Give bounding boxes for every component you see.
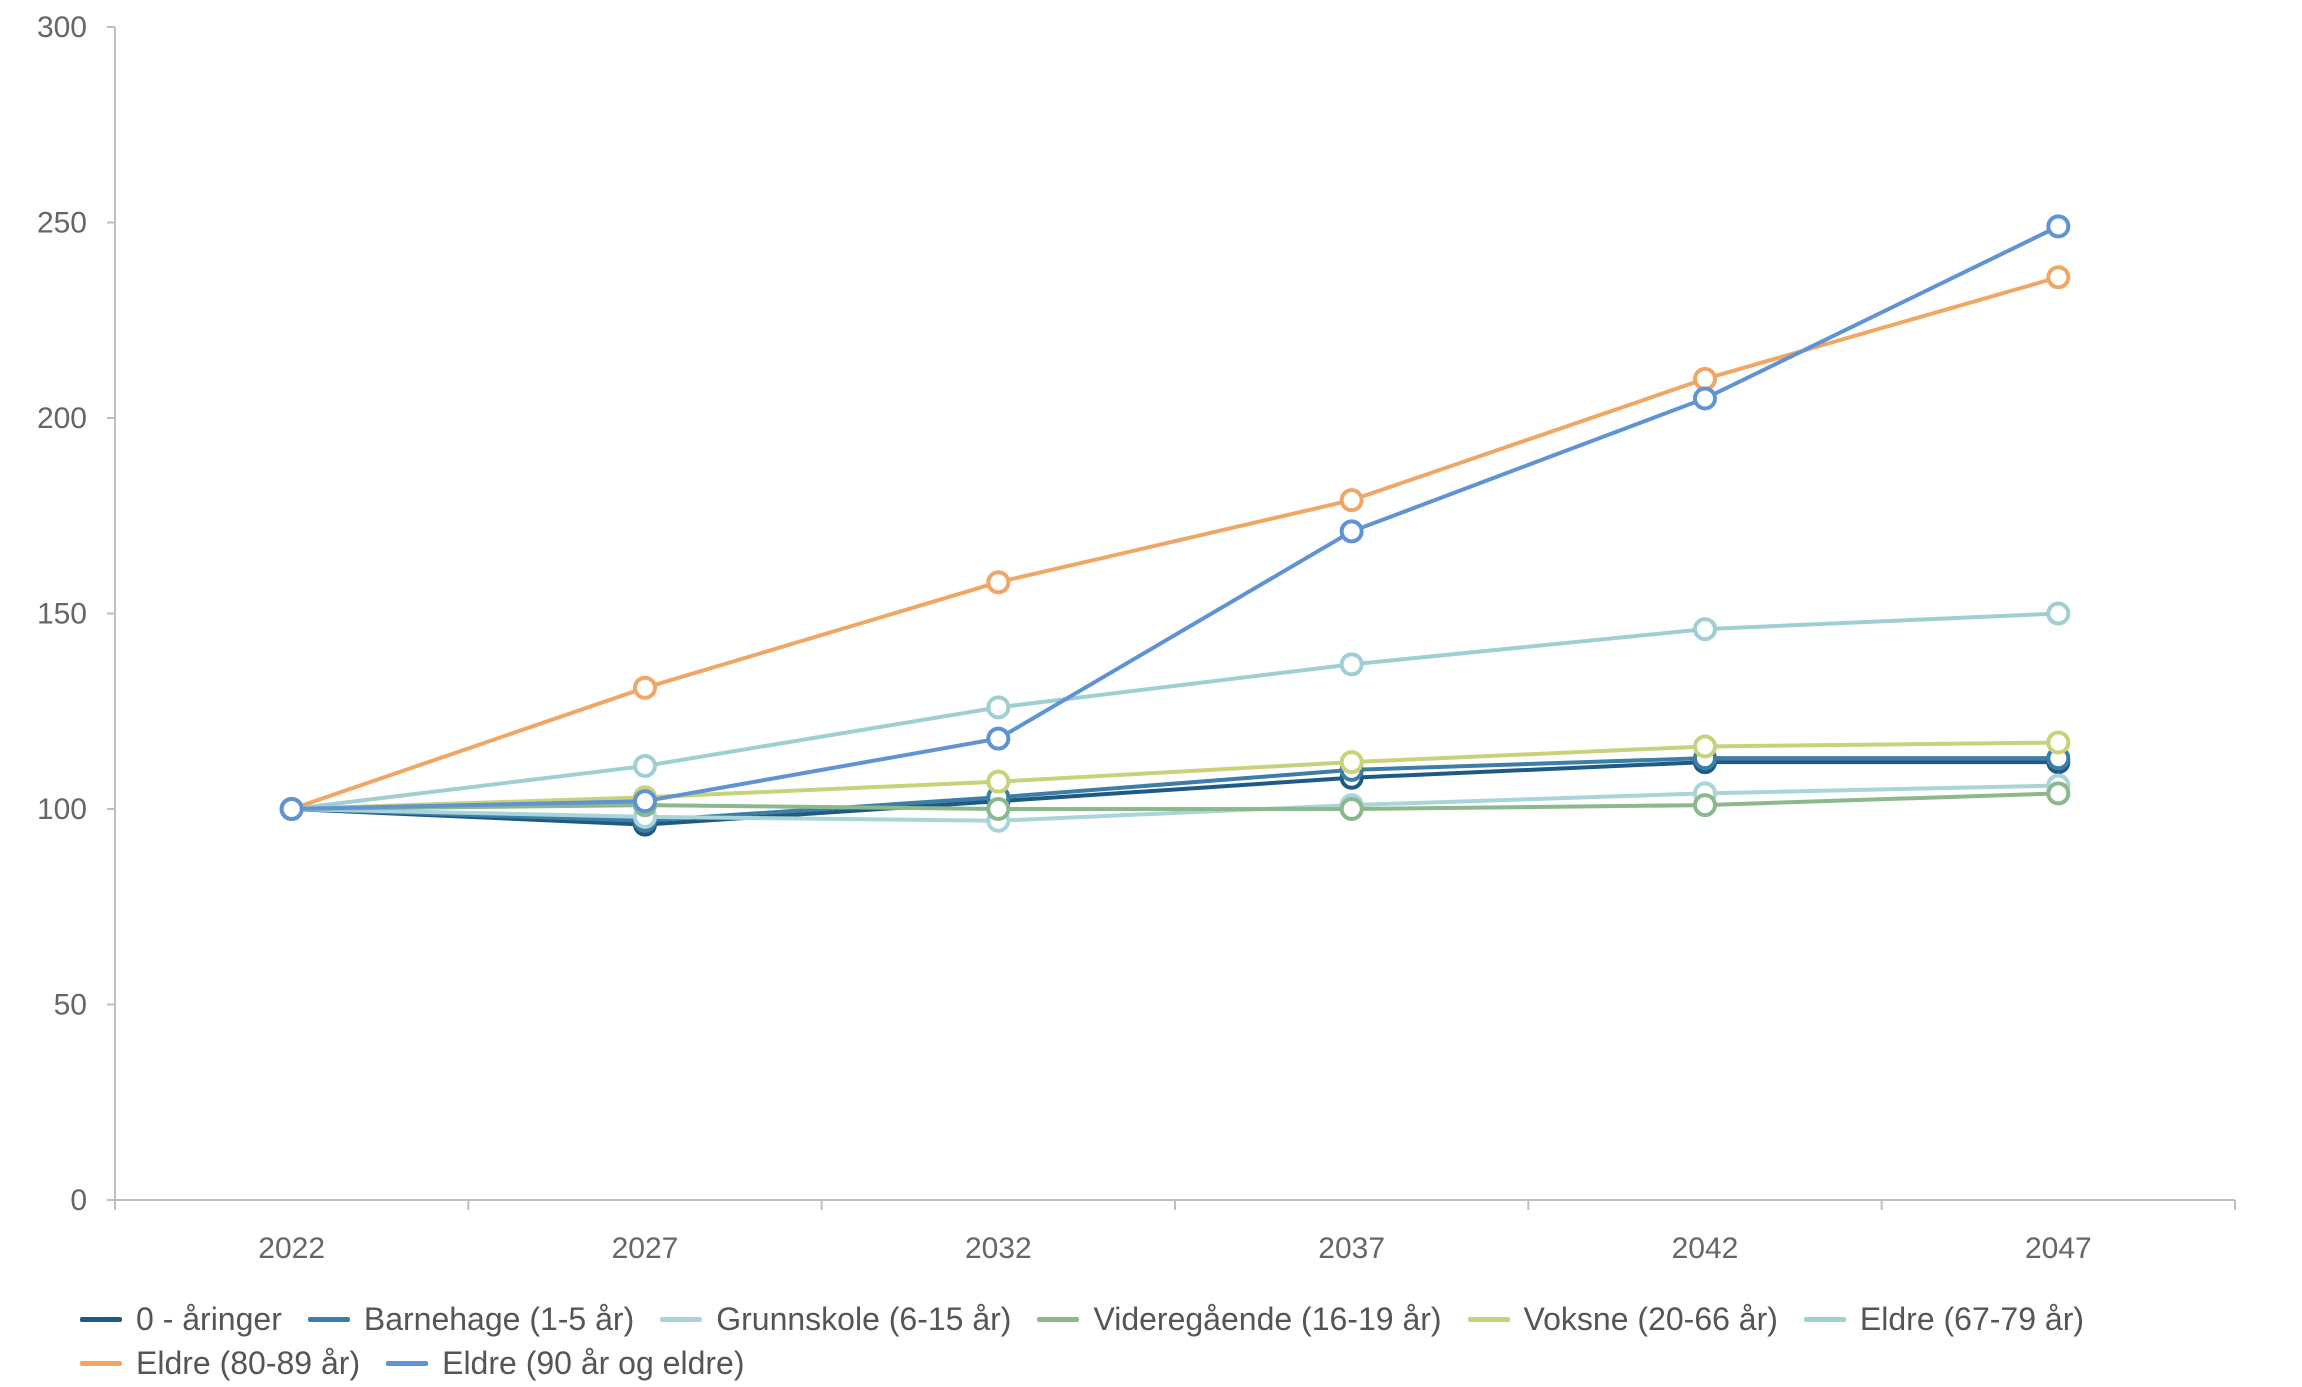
legend: 0 - åringer Barnehage (1-5 år) Grunnskole …: [80, 1300, 2280, 1382]
legend-swatch: [660, 1316, 703, 1322]
series-line: [291, 756, 2059, 823]
data-point: [986, 570, 1011, 595]
legend-swatch: [1037, 1316, 1080, 1322]
series-line: [291, 783, 2059, 823]
x-tick-label: 2042: [1672, 1232, 1739, 1265]
data-point: [1339, 519, 1364, 544]
data-point: [1693, 366, 1717, 391]
legend-item: Voksne (20-66 år): [1467, 1300, 1778, 1338]
series-line: [291, 791, 2059, 811]
data-point: [1339, 488, 1364, 513]
y-tick-label: 50: [54, 989, 87, 1022]
x-tick-label: 2047: [2025, 1232, 2092, 1265]
series-7: [279, 214, 2071, 821]
data-point: [1339, 750, 1364, 775]
data-point: [1693, 617, 1717, 642]
x-tick-label: 2032: [965, 1232, 1032, 1265]
legend-swatch: [80, 1360, 122, 1366]
line-chart: 0 50 100 150 200 250 300 2022 2027 2032 2037 2042 20…: [37, 11, 2236, 1265]
legend-label: Eldre (67-79 år): [1859, 1300, 2084, 1337]
series-layer: [279, 214, 2071, 837]
series-line: [291, 275, 2059, 811]
legend-label: Voksne (20-66 år): [1523, 1300, 1778, 1337]
series-line: [291, 740, 2059, 811]
data-point: [986, 695, 1011, 720]
legend-item: Videregående (16-19 år): [1037, 1300, 1442, 1338]
x-tick-label: 2027: [612, 1232, 679, 1265]
data-point: [633, 789, 657, 814]
legend-label: 0 - åringer: [136, 1300, 282, 1337]
legend-item: Eldre (90 år og eldre): [386, 1344, 744, 1382]
data-point: [1339, 652, 1364, 677]
legend-label: Barnehage (1-5 år): [363, 1300, 635, 1337]
data-point: [2046, 265, 2071, 290]
y-tick-label: 0: [70, 1184, 87, 1217]
data-point: [1693, 734, 1717, 759]
data-point: [1693, 386, 1717, 411]
series-0: [279, 750, 2071, 837]
y-tick-label: 150: [37, 598, 87, 631]
data-point: [986, 797, 1011, 821]
legend-swatch: [386, 1360, 429, 1366]
data-point: [2046, 781, 2071, 806]
legend-label: Eldre (90 år og eldre): [442, 1344, 745, 1381]
legend-label: Videregående (16-19 år): [1093, 1300, 1442, 1337]
series-line: [291, 611, 2059, 811]
series-line: [291, 760, 2059, 827]
y-tick-label: 100: [37, 793, 87, 826]
data-point: [2046, 730, 2071, 755]
data-point: [986, 769, 1011, 794]
legend-swatch: [1467, 1316, 1510, 1322]
data-point: [986, 726, 1011, 751]
data-point: [1339, 797, 1364, 821]
legend-swatch: [1803, 1316, 1846, 1322]
legend-swatch: [307, 1316, 350, 1322]
data-point: [633, 753, 657, 778]
legend-item: Grunnskole (6-15 år): [660, 1300, 1011, 1338]
data-point: [633, 675, 657, 700]
legend-item: 0 - åringer: [80, 1300, 282, 1338]
x-tick-label: 2037: [1318, 1232, 1385, 1265]
legend-item: Eldre (80-89 år): [80, 1344, 360, 1382]
y-tick-label: 300: [37, 11, 87, 44]
legend-label: Grunnskole (6-15 år): [716, 1300, 1012, 1337]
y-tick-label: 200: [37, 402, 87, 435]
series-5: [279, 601, 2071, 821]
legend-item: Eldre (67-79 år): [1803, 1300, 2084, 1338]
data-point: [2046, 601, 2071, 626]
legend-item: Barnehage (1-5 år): [307, 1300, 635, 1338]
series-line: [291, 224, 2060, 811]
data-point: [2046, 214, 2071, 239]
data-point: [279, 797, 304, 821]
data-point: [1693, 793, 1717, 818]
legend-label: Eldre (80-89 år): [136, 1344, 361, 1381]
legend-swatch: [80, 1316, 122, 1322]
y-tick-label: 250: [37, 207, 87, 240]
x-tick-label: 2022: [258, 1232, 325, 1265]
axes: 0 50 100 150 200 250 300 2022 2027 2032 2037 2042 20…: [37, 11, 2236, 1265]
